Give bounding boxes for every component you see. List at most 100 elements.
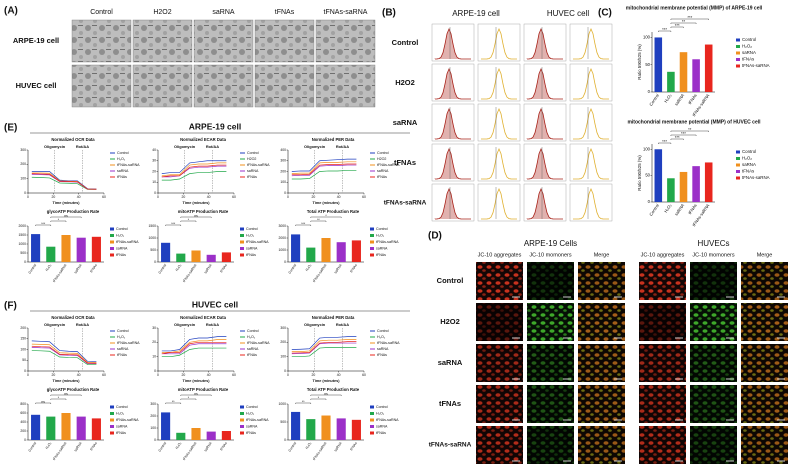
tem-image [132,19,193,63]
flow-plot [477,143,521,182]
image-shade [476,344,523,382]
x-tick-label: H₂O₂ [305,441,313,450]
significance-label: ** [317,218,320,222]
image-shade [639,344,686,382]
panel-label: (B) [382,8,396,19]
legend-label: H2O2 [247,157,256,161]
flow-plot [569,63,613,102]
x-tick-label: 40 [77,195,81,199]
series-line [291,163,357,176]
significance-bracket [310,220,327,222]
row-label: ARPE-19 cell [13,36,59,45]
bar [206,254,216,262]
legend-label: Control [247,329,259,333]
y-tick-label: 0 [24,191,26,195]
flow-plot [523,183,567,222]
legend-label: H₂O₂ [376,411,385,415]
x-tick-label: saRNA [73,441,83,453]
fluorescence-image [527,303,574,341]
image-shade [527,385,574,423]
panel-title: HUVEC cell [192,299,238,309]
x-tick-label: tFNAs-saRNA [52,263,68,283]
y-tick-label: 100 [643,146,651,151]
series-line [31,174,97,190]
fluorescence-image [578,262,625,300]
y-tick-label: 100 [150,426,156,430]
legend-label: tFNAs [117,175,127,179]
significance-bracket [35,224,51,226]
y-tick-label: 0 [24,369,26,373]
bar [704,162,713,202]
flow-curve [434,147,471,180]
significance-bracket [180,394,212,396]
x-tick-label: 60 [232,373,236,377]
fluorescence-image [639,385,686,423]
column-header: Control [90,9,113,16]
bar [91,236,101,262]
x-tick-label: H₂O₂ [663,203,673,214]
legend-label: H₂O₂ [246,233,255,237]
flow-curve [526,27,563,60]
bar [667,71,675,92]
legend-label: saRNA [376,424,388,428]
series-line [291,161,357,174]
y-tick-label: 200 [280,169,286,173]
x-tick-label: tFNAs-saRNA [52,441,68,461]
flow-curve [573,147,609,180]
event-label: Rot/AA [76,322,89,327]
x-tick-label: 60 [232,195,236,199]
bar [306,247,316,262]
bar [351,419,361,440]
x-tick-label: Control [288,441,298,452]
legend-label: saRNA [116,424,128,428]
series-line [161,341,227,355]
x-tick-label: saRNA [333,263,343,275]
legend-swatch [240,234,244,237]
fluorescence-image [578,344,625,382]
x-tick-label: 0 [157,373,159,377]
bar [176,432,186,440]
x-tick-label: Control [28,263,38,274]
bar [306,419,316,440]
legend-swatch [736,45,740,48]
row-label: Control [437,276,464,285]
bar [161,412,171,440]
bar [692,59,700,92]
tem-image [254,64,315,108]
legend-swatch [240,253,244,257]
series-line [161,162,227,177]
flow-curve [526,147,563,180]
x-tick-label: 20 [311,373,315,377]
series-line [161,347,227,358]
fluorescence-image [639,344,686,382]
bar [679,171,688,202]
legend-label: Control [117,329,129,333]
significance-bracket [50,216,82,218]
row-label: HUVEC cell [16,81,57,90]
event-label: Oligomycin [174,322,196,327]
legend-swatch [240,227,244,231]
significance-label: * [58,396,60,400]
panel-label: (D) [428,231,442,242]
column-header: JC-10 momoners [529,252,571,258]
significance-bracket [310,216,342,218]
chart-title: glycoATP Production Rate [47,209,100,214]
x-axis-label: Time (minutes) [53,201,81,205]
y-tick-label: 200 [280,340,286,344]
significance-label: *** [662,139,667,144]
legend-label: H₂O₂ [742,44,752,49]
significance-bracket [180,398,197,400]
flow-plot [569,23,613,62]
column-header: HUVEC cell [547,9,589,18]
image-shade [639,426,686,464]
bar [692,166,700,202]
x-axis-label: Time (minutes) [53,379,81,383]
legend-label: tFNAs-saRNA [117,341,140,345]
tem-image [71,64,132,108]
x-tick-label: 40 [77,373,81,377]
column-header: Merge [757,252,773,258]
fluorescence-image [741,385,788,423]
legend-swatch [370,431,374,435]
flow-curve [481,187,517,220]
